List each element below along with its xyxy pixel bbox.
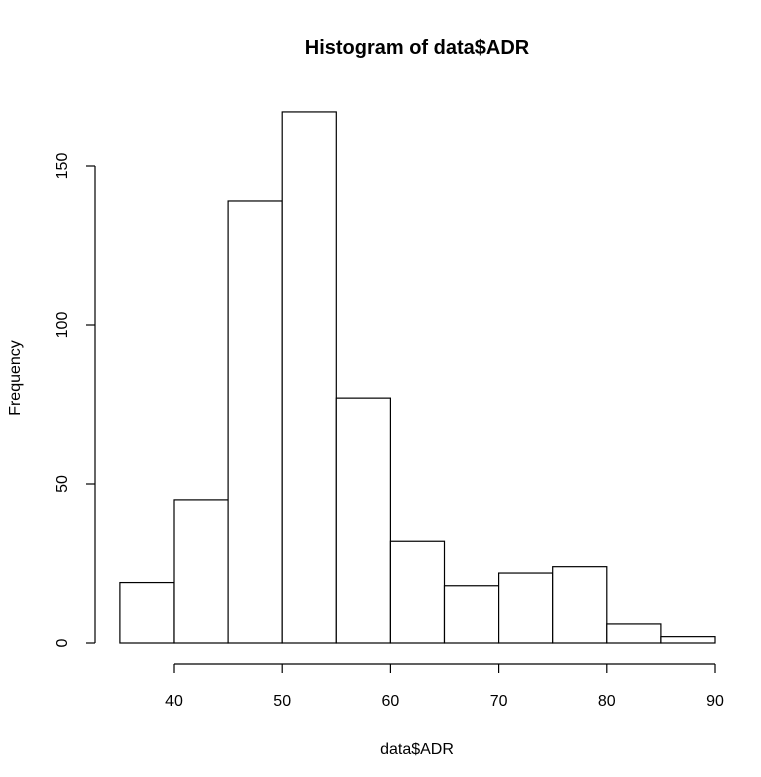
y-tick-label-50: 50 [54, 475, 71, 493]
y-tick-label-0: 0 [54, 638, 71, 647]
histogram-bar-65-70 [443, 585, 500, 644]
histogram-bar-50-55 [281, 111, 337, 644]
chart-title: Histogram of data$ADR [305, 37, 530, 59]
x-axis: 40 50 60 70 80 90 [165, 663, 724, 710]
histogram-bar-55-60 [335, 397, 391, 644]
x-tick-label-80: 80 [598, 693, 616, 710]
x-tick-label-60: 60 [382, 693, 400, 710]
x-tick-label-50: 50 [273, 693, 291, 710]
histogram-bar-40-45 [173, 499, 229, 644]
histogram-bar-35-40 [119, 581, 175, 644]
x-tick-label-40: 40 [165, 693, 183, 710]
x-tick-label-90: 90 [706, 693, 724, 710]
histogram-bar-60-65 [389, 540, 446, 644]
histogram-bar-70-75 [498, 572, 554, 644]
histogram-bar-80-85 [606, 623, 662, 644]
y-tick-label-150: 150 [54, 153, 71, 180]
histogram-bar-45-50 [227, 200, 283, 644]
bars-group [119, 111, 716, 644]
x-axis-label: data$ADR [380, 741, 454, 758]
x-tick-label-70: 70 [490, 693, 508, 710]
histogram-bar-85-90 [660, 636, 716, 644]
histogram-bar-75-80 [552, 566, 608, 644]
y-axis-label: Frequency [7, 340, 24, 416]
y-tick-label-100: 100 [54, 312, 71, 339]
y-axis: 0 50 100 150 [54, 153, 96, 647]
